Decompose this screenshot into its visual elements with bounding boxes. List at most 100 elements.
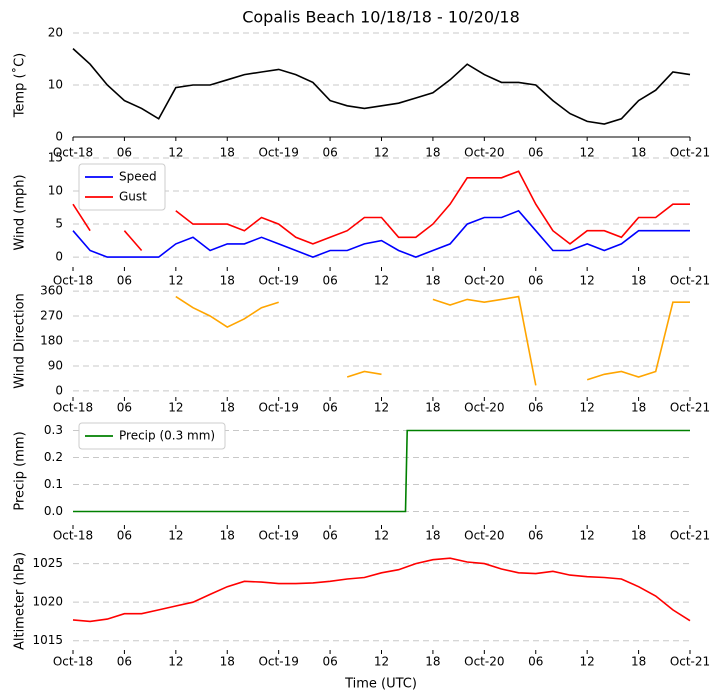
y-tick-label: 90 <box>48 358 63 372</box>
x-tick-label: 12 <box>168 655 183 669</box>
x-tick-label: Oct-19 <box>258 274 298 288</box>
x-tick-label: 18 <box>631 655 646 669</box>
x-tick-label: 18 <box>220 146 235 160</box>
line <box>73 429 690 513</box>
x-tick-label: 12 <box>580 274 595 288</box>
y-tick-label: 0 <box>55 130 63 144</box>
x-tick-label: 18 <box>425 146 440 160</box>
y-axis-label: Altimeter (hPa) <box>13 552 28 650</box>
x-tick-label: 06 <box>528 274 543 288</box>
x-tick-label: Oct-20 <box>464 401 504 415</box>
x-tick-label: 12 <box>580 655 595 669</box>
y-tick-label: 1015 <box>32 633 63 647</box>
x-tick-label: 06 <box>322 401 337 415</box>
x-tick-label: 18 <box>631 401 646 415</box>
x-tick-label: 12 <box>374 274 389 288</box>
y-tick-label: 0.2 <box>44 450 63 464</box>
y-tick-label: 5 <box>55 217 63 231</box>
x-tick-label: 18 <box>631 146 646 160</box>
line <box>72 48 691 125</box>
y-tick-label: 360 <box>40 284 63 298</box>
x-tick-label: 06 <box>322 146 337 160</box>
x-tick-label: Oct-20 <box>464 529 504 543</box>
x-tick-label: 18 <box>425 401 440 415</box>
y-axis-label: Wind (mph) <box>13 174 28 250</box>
x-tick-label: Oct-21 <box>670 274 710 288</box>
x-tick-label: Oct-19 <box>258 529 298 543</box>
x-tick-label: Oct-19 <box>258 146 298 160</box>
x-tick-label: Oct-21 <box>670 401 710 415</box>
x-tick-label: 12 <box>168 401 183 415</box>
x-tick-label: 06 <box>528 529 543 543</box>
line <box>72 170 690 252</box>
y-tick-label: 0.1 <box>44 477 63 491</box>
x-tick-label: Oct-21 <box>670 529 710 543</box>
y-tick-label: 10 <box>48 78 63 92</box>
x-tick-label: 18 <box>220 655 235 669</box>
x-tick-label: 18 <box>425 274 440 288</box>
y-tick-label: 0 <box>55 250 63 264</box>
line <box>72 557 691 623</box>
x-tick-label: 12 <box>374 655 389 669</box>
x-tick-label: Oct-20 <box>464 655 504 669</box>
y-tick-label: 1025 <box>32 556 63 570</box>
y-axis-label: Wind Direction <box>13 293 28 389</box>
x-tick-label: 12 <box>374 401 389 415</box>
x-tick-label: Oct-18 <box>53 529 93 543</box>
x-tick-label: Oct-18 <box>53 655 93 669</box>
x-tick-label: 12 <box>168 274 183 288</box>
x-tick-label: 18 <box>631 274 646 288</box>
x-tick-label: Oct-20 <box>464 274 504 288</box>
chart-title: Copalis Beach 10/18/18 - 10/20/18 <box>242 8 520 27</box>
y-tick-label: 0 <box>55 383 63 397</box>
line <box>175 295 690 386</box>
x-axis-label: Time (UTC) <box>344 677 417 692</box>
x-tick-label: 06 <box>322 529 337 543</box>
y-tick-label: 10 <box>48 184 63 198</box>
x-tick-label: 18 <box>631 529 646 543</box>
x-tick-label: Oct-21 <box>670 146 710 160</box>
y-axis-label: Precip (mm) <box>13 431 28 510</box>
x-tick-label: 18 <box>425 529 440 543</box>
y-tick-label: 20 <box>48 26 63 40</box>
x-tick-label: 06 <box>528 401 543 415</box>
x-tick-label: 06 <box>117 274 132 288</box>
x-tick-label: 06 <box>322 655 337 669</box>
legend-box <box>78 163 166 211</box>
x-tick-label: 18 <box>220 529 235 543</box>
x-tick-label: 12 <box>374 529 389 543</box>
x-tick-label: 06 <box>117 401 132 415</box>
x-tick-label: 12 <box>374 146 389 160</box>
y-axis-label: Temp (˚C) <box>12 53 28 119</box>
x-tick-label: 18 <box>220 401 235 415</box>
legend-label: Precip (0.3 mm) <box>119 429 215 443</box>
x-tick-label: 06 <box>117 655 132 669</box>
y-tick-label: 1020 <box>32 595 63 609</box>
x-tick-label: 06 <box>528 655 543 669</box>
x-tick-label: Oct-20 <box>464 146 504 160</box>
x-tick-label: 06 <box>322 274 337 288</box>
y-tick-label: 15 <box>48 151 63 165</box>
x-tick-label: 18 <box>425 655 440 669</box>
x-tick-label: 06 <box>528 146 543 160</box>
x-tick-label: Oct-18 <box>53 274 93 288</box>
y-tick-label: 270 <box>40 309 63 323</box>
legend-label: Speed <box>119 170 157 184</box>
x-tick-label: 06 <box>117 146 132 160</box>
x-tick-label: Oct-19 <box>258 655 298 669</box>
legend-label: Gust <box>119 190 147 204</box>
x-tick-label: 12 <box>580 529 595 543</box>
x-tick-label: 12 <box>580 146 595 160</box>
line <box>72 209 690 258</box>
legend-box <box>78 422 226 450</box>
x-tick-label: 12 <box>580 401 595 415</box>
x-tick-label: Oct-18 <box>53 146 93 160</box>
x-tick-label: Oct-18 <box>53 401 93 415</box>
y-tick-label: 0.3 <box>44 423 63 437</box>
x-tick-label: Oct-19 <box>258 401 298 415</box>
x-tick-label: 18 <box>220 274 235 288</box>
y-tick-label: 180 <box>40 334 63 348</box>
x-tick-label: 12 <box>168 529 183 543</box>
x-tick-label: 12 <box>168 146 183 160</box>
